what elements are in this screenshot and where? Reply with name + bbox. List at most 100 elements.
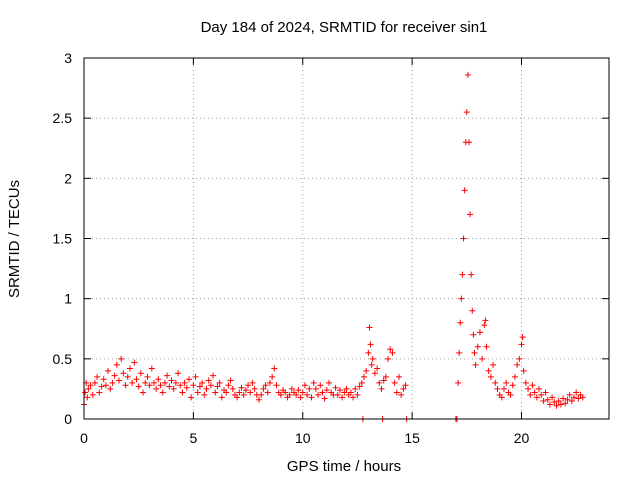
data-point [459, 271, 466, 278]
data-point [455, 379, 462, 386]
data-point [522, 379, 529, 386]
data-point [498, 394, 505, 401]
data-point [378, 385, 385, 392]
data-point [308, 394, 315, 401]
data-point [223, 389, 230, 396]
data-point [238, 384, 245, 391]
data-point [175, 370, 182, 377]
data-point [120, 370, 127, 377]
data-point [321, 395, 328, 402]
data-point [126, 365, 133, 372]
data-point [463, 109, 470, 116]
data-point [201, 391, 208, 398]
y-tick-label: 0.5 [53, 351, 73, 367]
data-point [234, 394, 241, 401]
data-point [142, 379, 149, 386]
data-point [161, 379, 168, 386]
data-point [155, 376, 162, 383]
data-point [89, 391, 96, 398]
data-point [466, 139, 472, 146]
data-point [471, 349, 478, 356]
data-point [269, 373, 276, 380]
x-tick-label: 5 [189, 430, 197, 446]
data-point [181, 379, 188, 386]
data-point [293, 391, 300, 398]
data-point [273, 382, 280, 389]
data-point [476, 329, 483, 336]
data-point [352, 385, 359, 392]
data-point [194, 389, 201, 396]
data-point [122, 382, 129, 389]
data-point [247, 389, 254, 396]
axis-ticks [83, 57, 609, 420]
data-point [367, 341, 374, 348]
data-point [258, 391, 265, 398]
data-point [168, 377, 175, 384]
data-point [519, 334, 526, 341]
data-point [146, 382, 153, 389]
data-point [262, 382, 269, 389]
data-point [393, 389, 400, 396]
data-point [481, 322, 488, 329]
grid-lines [84, 58, 609, 419]
data-point [166, 383, 173, 390]
data-point [485, 367, 492, 374]
data-point [271, 365, 278, 372]
data-point [369, 355, 376, 362]
data-point [91, 379, 98, 386]
data-point [177, 382, 184, 389]
data-point [538, 391, 545, 398]
data-point [256, 396, 262, 403]
data-point [479, 355, 486, 362]
data-point [266, 379, 273, 386]
data-point [295, 387, 302, 394]
data-point [159, 389, 166, 396]
data-point [518, 341, 525, 348]
data-point [520, 367, 527, 374]
data-point [371, 370, 378, 377]
data-point [94, 373, 101, 380]
data-point [118, 355, 125, 362]
data-point [527, 391, 534, 398]
data-point [277, 391, 284, 398]
data-point [376, 379, 383, 386]
data-point [516, 355, 523, 362]
data-point [157, 382, 164, 389]
data-point [317, 382, 324, 389]
data-point [135, 383, 142, 390]
data-point [456, 349, 463, 356]
data-point [260, 385, 267, 392]
data-point [188, 394, 195, 401]
data-point [542, 389, 549, 396]
data-point [245, 382, 252, 389]
data-point [199, 379, 206, 386]
data-point [391, 379, 398, 386]
data-point [225, 382, 232, 389]
data-point [186, 376, 192, 383]
data-point [315, 391, 322, 398]
data-point [288, 385, 295, 392]
data-point [319, 389, 326, 396]
data-point [389, 349, 396, 356]
data-point [467, 211, 474, 218]
data-point [310, 379, 317, 386]
data-point [336, 387, 343, 394]
data-point [402, 382, 409, 389]
data-point [124, 373, 131, 380]
data-point [109, 379, 116, 386]
data-point [179, 389, 186, 396]
data-point [164, 372, 171, 379]
data-point [144, 373, 151, 380]
data-point [100, 376, 107, 383]
y-axis-label: SRMTID / TECUs [6, 180, 23, 298]
data-point [503, 379, 510, 386]
data-point [568, 397, 575, 404]
data-point [354, 391, 361, 398]
data-point [474, 343, 481, 350]
y-tick-label: 2.5 [53, 110, 73, 126]
y-tick-label: 1 [64, 291, 72, 307]
data-point [312, 385, 319, 392]
data-point [540, 397, 547, 404]
data-point [363, 367, 370, 374]
data-point [546, 401, 553, 408]
